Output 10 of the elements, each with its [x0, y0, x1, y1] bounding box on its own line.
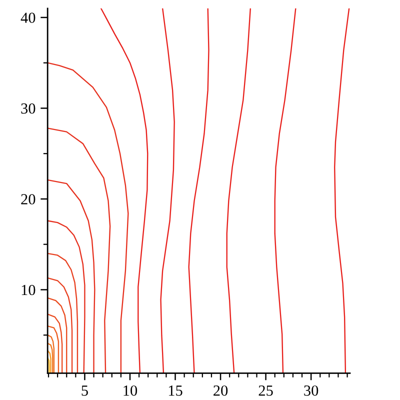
y-tick-label: 10 [22, 284, 36, 296]
y-tick-label: 20 [21, 194, 36, 204]
x-tick-label: 10 [124, 385, 138, 396]
x-tick-label: 20 [214, 385, 228, 396]
y-tick-label: 40 [20, 12, 36, 23]
x-tick-label: 30 [304, 385, 318, 396]
x-tick-label: 25 [258, 385, 273, 396]
x-tick-label: 15 [168, 386, 182, 396]
y-tick-label: 30 [21, 103, 36, 114]
x-tick-label: 5 [82, 386, 88, 396]
